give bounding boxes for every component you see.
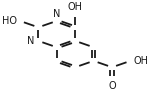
Text: O: O	[108, 81, 116, 91]
Text: OH: OH	[134, 56, 149, 66]
Text: OH: OH	[68, 2, 83, 12]
Text: HO: HO	[2, 16, 17, 26]
Text: N: N	[53, 9, 60, 19]
Text: N: N	[27, 36, 34, 46]
